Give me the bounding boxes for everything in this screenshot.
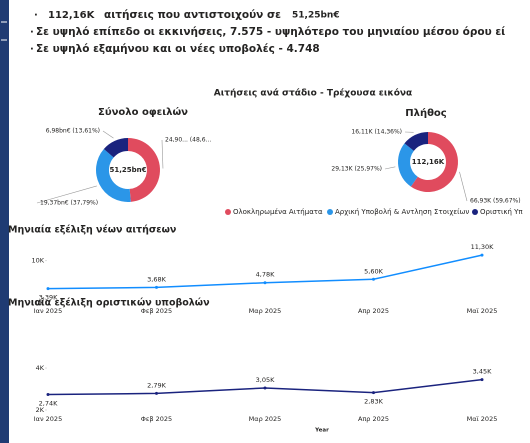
data-label: 3,68K — [147, 275, 166, 283]
data-label: 4,78K — [256, 271, 275, 279]
center-label: 112,16K — [412, 158, 445, 166]
data-label: 24,90... (48,6... — [165, 137, 211, 144]
data-label: 6,98bn€ (13,61%) — [46, 128, 100, 135]
center-label: 51,25bn€ — [109, 166, 146, 174]
chart-title: Πλήθος — [405, 107, 447, 119]
data-label: 5,60K — [364, 267, 383, 275]
legend-label: Αρχική Υποβολή & Αντληση Στοιχείων — [335, 208, 469, 216]
section-title: Αιτήσεις ανά στάδιο - Τρέχουσα εικόνα — [214, 88, 412, 99]
point — [480, 253, 484, 257]
data-label: 19,37bn€ (37,79%) — [40, 200, 98, 207]
legend-label: Ολοκληρωμένα Αιτήματα — [233, 208, 323, 216]
leader-line — [36, 185, 97, 204]
data-label: 2,83K — [364, 398, 383, 406]
x-tick-label: Ιαν 2025 — [34, 415, 62, 423]
data-label: 29,13K (25,97%) — [331, 166, 382, 173]
legend-swatch — [225, 209, 231, 215]
x-tick-label: Μαρ 2025 — [249, 415, 282, 423]
donut-slice — [404, 132, 428, 151]
point — [372, 391, 375, 395]
sidebar — [0, 0, 9, 443]
bullet-text: Σε υψηλό εξαμήνου και οι νέες υποβολές -… — [36, 43, 320, 55]
x-axis-title: Year — [314, 428, 329, 434]
data-label: 3,05K — [256, 376, 275, 384]
data-label: 2,74K — [39, 399, 58, 407]
x-tick-label: Μαϊ 2025 — [467, 415, 498, 423]
x-tick-label: Φεβ 2025 — [141, 415, 172, 423]
bullet-text: Σε υψηλό επίπεδο οι εκκινήσεις, 7.575 - … — [36, 26, 505, 38]
point — [46, 392, 50, 396]
y-tick-label: 10K — [31, 257, 44, 265]
x-tick-label: Απρ 2025 — [358, 415, 389, 423]
chart-title: Μηνιαία εξέλιξη νέων αιτήσεων — [8, 225, 177, 236]
bullet-text: 112,16K — [48, 10, 96, 21]
y-tick-label: 0K — [36, 299, 45, 307]
chart-title: Μηνιαία εξέλιξη οριστικών υποβολών — [8, 298, 210, 309]
bullet-dot: · — [34, 10, 38, 21]
leader-line — [459, 171, 468, 202]
point — [263, 386, 267, 390]
point — [155, 285, 158, 289]
x-tick-label: Μαρ 2025 — [249, 307, 282, 315]
donut-slice — [128, 138, 161, 202]
x-tick-label: Μαϊ 2025 — [467, 307, 498, 315]
chart-title: Σύνολο οφειλών — [98, 106, 188, 118]
leader-line — [102, 130, 114, 139]
bullet-text: αιτήσεις που αντιστοιχούν σε — [104, 9, 281, 21]
point — [480, 378, 484, 382]
donut-slice — [410, 132, 458, 192]
data-label: 11,30K — [471, 243, 495, 251]
y-tick-label: 4K — [36, 364, 45, 372]
donut-slice — [96, 149, 131, 203]
point — [155, 391, 158, 395]
x-tick-label: Ιαν 2025 — [34, 307, 62, 315]
data-label: 16,11K (14,36%) — [351, 129, 402, 136]
data-label: 2,79K — [147, 381, 166, 389]
bullet-dot: · — [30, 27, 34, 38]
x-tick-label: Απρ 2025 — [358, 307, 389, 315]
point — [372, 277, 375, 281]
leader-line — [384, 166, 396, 170]
point — [263, 281, 267, 285]
y-tick-label: 2K — [36, 406, 45, 414]
data-label: 3,39K — [39, 294, 58, 302]
bullet-dot: · — [30, 44, 34, 55]
bullet-text: 51,25bn€ — [292, 11, 340, 21]
legend-swatch — [472, 209, 478, 215]
legend-label: Οριστική Υπ — [480, 208, 523, 216]
data-label: 66,93K (59,67%) — [470, 198, 521, 205]
legend-swatch — [327, 209, 333, 215]
donut-slice — [103, 138, 128, 158]
data-label: 3,45K — [473, 368, 492, 376]
x-tick-label: Φεβ 2025 — [141, 307, 172, 315]
donut-slice — [398, 143, 418, 187]
leader-line — [161, 139, 164, 169]
point — [46, 287, 50, 291]
